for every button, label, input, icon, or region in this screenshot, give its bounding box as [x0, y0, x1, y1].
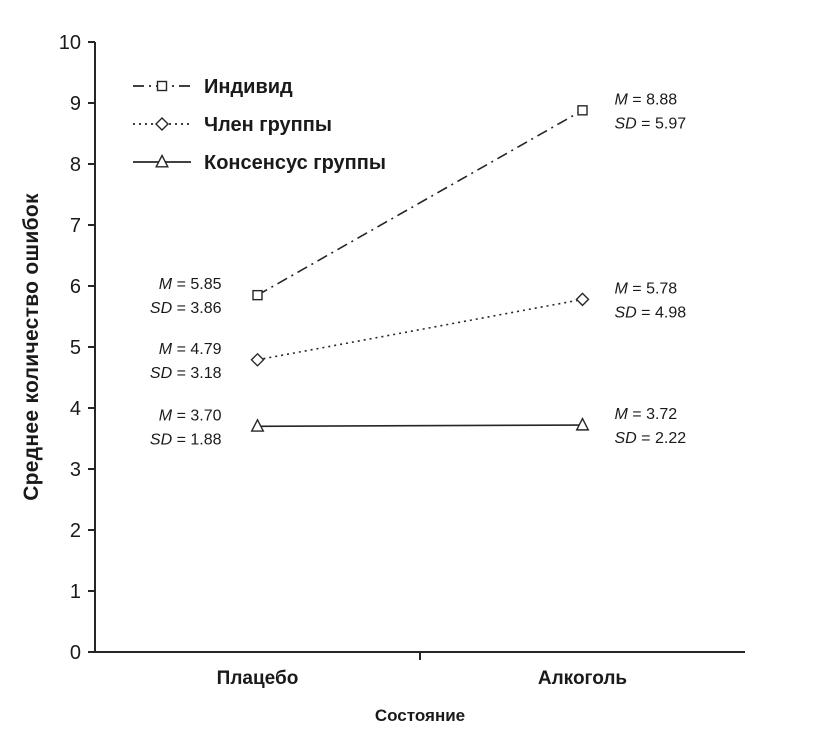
y-tick-label: 6 [70, 276, 81, 298]
stat-annotation: SD = 3.18 [150, 365, 222, 382]
y-tick-label: 3 [70, 459, 81, 481]
y-axis-title: Среднее количество ошибок [20, 193, 43, 501]
stat-annotation: SD = 2.22 [615, 430, 687, 447]
stat-annotation: SD = 4.98 [615, 304, 687, 321]
x-axis-title: Состояние [374, 706, 466, 725]
data-point-marker-square-icon [252, 289, 263, 301]
data-point-marker-diamond-icon [250, 352, 265, 367]
stat-annotation: SD = 5.97 [615, 115, 687, 132]
y-tick-label: 7 [70, 215, 81, 237]
stat-annotation: M = 5.78 [615, 280, 678, 297]
y-tick-label: 4 [70, 398, 81, 420]
y-tick-label: 1 [70, 581, 81, 603]
stat-annotation: SD = 3.86 [150, 300, 222, 317]
legend-marker-square-icon [156, 80, 168, 92]
y-tick-label: 8 [70, 154, 81, 176]
stat-annotation: M = 5.85 [159, 276, 222, 293]
stat-annotation: M = 8.88 [615, 91, 678, 108]
legend-marker-triangle-icon [155, 153, 169, 168]
data-point-marker-triangle-icon [250, 418, 265, 432]
data-point-marker-triangle-icon [575, 417, 590, 431]
y-tick-label: 2 [70, 520, 81, 542]
series-line [257, 109, 583, 296]
y-tick-label: 0 [70, 642, 81, 664]
stat-annotation: M = 3.72 [615, 406, 678, 423]
data-point-marker-square-icon [577, 105, 588, 116]
stat-annotation: SD = 1.88 [150, 431, 222, 448]
stat-annotation: M = 3.70 [159, 407, 222, 424]
legend-label: Член группы [204, 114, 332, 136]
y-tick-label: 9 [70, 93, 81, 115]
legend-label: Индивид [204, 76, 293, 98]
series-line [257, 424, 583, 428]
y-tick-label: 10 [59, 32, 81, 54]
series-line [257, 298, 583, 361]
x-category-label: Алкоголь [538, 668, 627, 689]
x-category-label: Плацебо [217, 668, 299, 689]
legend-label: Консенсус группы [204, 152, 386, 174]
stat-annotation: M = 4.79 [159, 341, 222, 358]
data-point-marker-diamond-icon [575, 292, 590, 307]
y-tick-label: 5 [70, 337, 81, 359]
legend-marker-diamond-icon [155, 117, 169, 131]
